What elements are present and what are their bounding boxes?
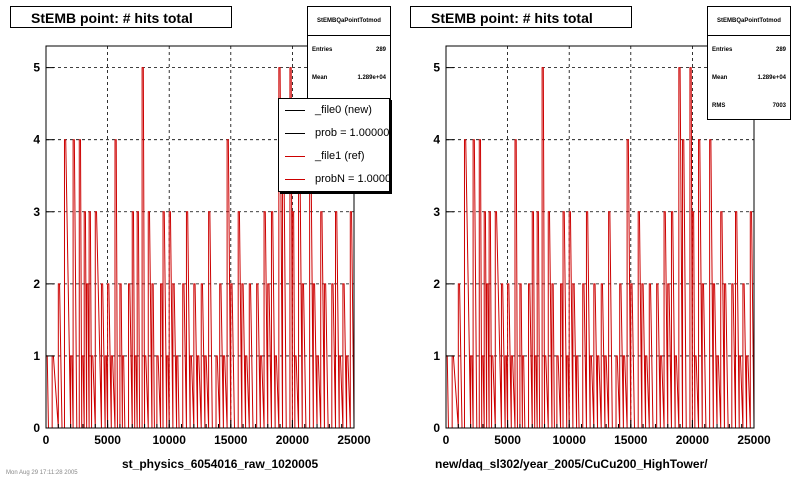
right-y-tick-label: 4: [433, 133, 440, 147]
right-stats-mean-row: Mean 1.289e+04: [708, 64, 790, 92]
left-x-axis-title: st_physics_6054016_raw_1020005: [122, 457, 319, 471]
right-plot-frame: [445, 45, 755, 429]
right-stats-box: StEMBQaPointTotmod Entries 289 Mean 1.28…: [707, 6, 791, 120]
left-y-tick-label: 3: [33, 205, 40, 219]
left-x-tick-label: 15000: [214, 433, 248, 447]
left-stats-entries-row: Entries 289: [308, 36, 390, 64]
legend-label-probn: probN = 1.000000: [315, 173, 390, 185]
left-y-tick-label: 2: [33, 277, 40, 291]
left-plot-frame: [45, 45, 355, 429]
right-histogram-line: [446, 67, 755, 429]
right-x-tick-label: 25000: [737, 433, 771, 447]
legend-entry-file1: _file1 (ref): [279, 145, 389, 168]
right-y-tick-label: 5: [433, 61, 440, 75]
right-stats-rms-label: RMS: [712, 103, 726, 109]
left-stats-mean-row: Mean 1.289e+04: [308, 64, 390, 92]
left-y-tick-label: 0: [33, 421, 40, 435]
right-y-tick-label: 1: [433, 349, 440, 363]
footer-timestamp: Mon Aug 29 17:11:28 2005: [6, 470, 78, 476]
legend-line-file0: [285, 110, 305, 111]
right-stats-mean-value: 1.289e+04: [757, 75, 786, 81]
left-histogram-pane: 0 5000 10000 15000 20000 25000 0 1 2 3 4 5 StEMB po…: [10, 6, 391, 471]
legend-label-prob: prob = 1.000000: [315, 127, 390, 139]
legend-line-file1: [285, 156, 305, 157]
legend-box: _file0 (new) prob = 1.000000 _file1 (ref…: [278, 98, 390, 192]
left-y-tick-label: 1: [33, 349, 40, 363]
left-x-tick-label: 5000: [94, 433, 121, 447]
right-stats-entries-label: Entries: [712, 47, 733, 53]
legend-entry-prob: prob = 1.000000: [279, 122, 389, 145]
left-stats-entries-value: 289: [375, 47, 386, 53]
legend-line-probn: [285, 179, 305, 180]
legend-entry-file0: _file0 (new): [279, 99, 389, 122]
left-stats-title: StEMBQaPointTotmod: [308, 7, 390, 36]
legend-line-prob: [285, 133, 305, 134]
right-y-tick-label: 0: [433, 421, 440, 435]
right-x-tick-label: 20000: [676, 433, 710, 447]
right-x-tick-label: 5000: [494, 433, 521, 447]
legend-entry-probn: probN = 1.000000: [279, 168, 389, 191]
right-stats-rms-value: 7003: [772, 103, 786, 109]
right-stats-mean-label: Mean: [712, 75, 728, 81]
left-x-tick-label: 25000: [337, 433, 371, 447]
left-x-tick-label: 0: [43, 433, 50, 447]
left-y-tick-label: 4: [33, 133, 40, 147]
left-stats-mean-label: Mean: [312, 75, 328, 81]
left-histogram-plot: 0 5000 10000 15000 20000 25000 0 1 2 3 4 5: [33, 45, 371, 447]
left-stats-mean-value: 1.289e+04: [357, 75, 386, 81]
legend-label-file0: _file0 (new): [315, 104, 372, 116]
left-x-tick-label: 10000: [153, 433, 187, 447]
right-histogram-plot: 0 5000 10000 15000 20000 25000 0 1 2 3 4 5: [433, 45, 771, 447]
right-stats-entries-row: Entries 289: [708, 36, 790, 64]
right-x-tick-label: 15000: [614, 433, 648, 447]
right-stats-rms-row: RMS 7003: [708, 92, 790, 120]
left-chart-title: StEMB point: # hits total: [10, 6, 232, 28]
right-y-tick-label: 2: [433, 277, 440, 291]
right-histogram-pane: 0 5000 10000 15000 20000 25000 0 1 2 3 4 5 StEMB po…: [400, 0, 800, 480]
right-x-tick-label: 10000: [553, 433, 587, 447]
right-x-tick-label: 0: [443, 433, 450, 447]
left-stats-entries-label: Entries: [312, 47, 333, 53]
right-stats-entries-value: 289: [775, 47, 786, 53]
right-x-axis-title: new/daq_sl302/year_2005/CuCu200_HighTowe…: [435, 457, 708, 471]
legend-label-file1: _file1 (ref): [315, 150, 365, 162]
left-y-tick-label: 5: [33, 61, 40, 75]
right-chart-title: StEMB point: # hits total: [410, 6, 632, 28]
right-y-tick-label: 3: [433, 205, 440, 219]
right-stats-title: StEMBQaPointTotmod: [708, 7, 790, 36]
left-x-tick-label: 20000: [276, 433, 310, 447]
